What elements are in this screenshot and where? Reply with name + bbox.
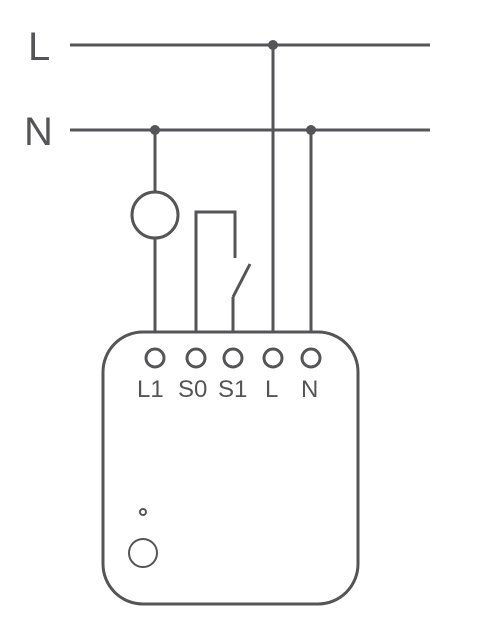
terminal-n: [300, 347, 322, 369]
neutral-rail-label: N: [24, 110, 53, 154]
line-rail-label: L: [28, 25, 50, 69]
lamp-load-circle-icon: [130, 190, 180, 240]
terminal-s1: [222, 347, 244, 369]
terminal-label-l1: L1: [137, 376, 164, 403]
terminal-label-s0: S0: [178, 376, 207, 403]
terminal-label-n: N: [301, 376, 318, 403]
terminal-label-s1: S1: [218, 376, 247, 403]
switch-contact-icon: [231, 263, 252, 298]
status-led-icon: [139, 508, 147, 516]
terminal-label-l: L: [265, 376, 278, 403]
device-button-icon[interactable]: [128, 538, 158, 568]
terminal-l1: [144, 347, 166, 369]
switch-wire-s0: [194, 210, 237, 349]
terminal-l: [262, 347, 284, 369]
terminal-s0: [185, 347, 207, 369]
device-body: [101, 330, 360, 606]
